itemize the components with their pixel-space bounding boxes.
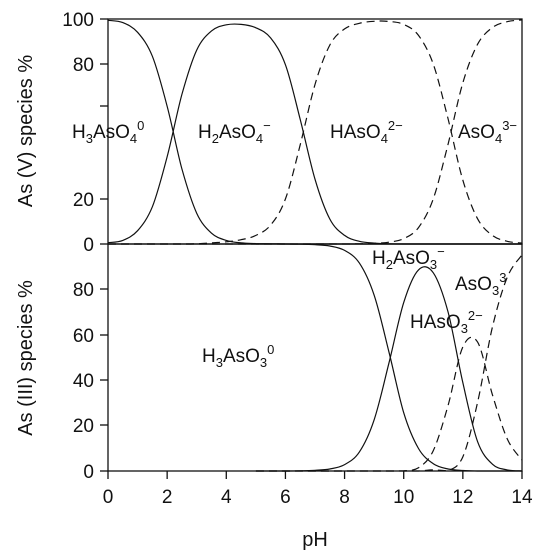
bottom-ytick-label-60: 60 (73, 326, 94, 347)
top-ytick-label-20: 20 (73, 190, 94, 211)
top-ytick-label-0: 0 (83, 235, 94, 256)
x-tick-label-12: 12 (452, 487, 473, 508)
label-h2aso3: H2AsO3− (372, 244, 445, 272)
bottom-series-4 (255, 254, 523, 472)
top-panel: 100 80 20 0 As (V) species % H3AsO40 H2A… (15, 10, 523, 256)
bottom-panel: 80 60 40 20 0 As (III) species % H3AsO30… (15, 243, 523, 483)
x-axis-label: pH (302, 529, 328, 550)
bottom-ytick-label-40: 40 (73, 371, 94, 392)
bottom-ytick-label-80: 80 (73, 280, 94, 301)
label-haso4: HAsO42− (330, 118, 403, 146)
label-aso3: AsO33 (455, 270, 506, 298)
label-h3aso4: H3AsO40 (72, 118, 144, 146)
bottom-ytick-label-0: 0 (83, 462, 94, 483)
top-ylabel: As (V) species % (15, 55, 37, 207)
label-h3aso3: H3AsO30 (202, 342, 274, 370)
top-ytick-label-100: 100 (62, 10, 94, 31)
label-haso3: HAsO32− (410, 308, 483, 336)
bottom-series-2 (255, 266, 523, 472)
x-tick-label-6: 6 (280, 487, 291, 508)
label-h2aso4: H2AsO4− (198, 118, 271, 146)
top-ytick-label-80: 80 (73, 55, 94, 76)
bottom-ylabel: As (III) species % (15, 280, 37, 436)
x-tick-label-4: 4 (221, 487, 232, 508)
x-tick-label-14: 14 (511, 487, 533, 508)
x-tick-label-10: 10 (393, 487, 414, 508)
x-tick-label-8: 8 (339, 487, 350, 508)
bottom-ytick-label-20: 20 (73, 416, 94, 437)
x-tick-label-2: 2 (162, 487, 173, 508)
bottom-curves (255, 243, 523, 472)
label-aso4: AsO43− (458, 118, 517, 146)
x-axis: 0 2 4 6 8 10 12 14 (103, 471, 533, 508)
bottom-series-1 (255, 243, 522, 472)
x-tick-label-0: 0 (103, 487, 114, 508)
